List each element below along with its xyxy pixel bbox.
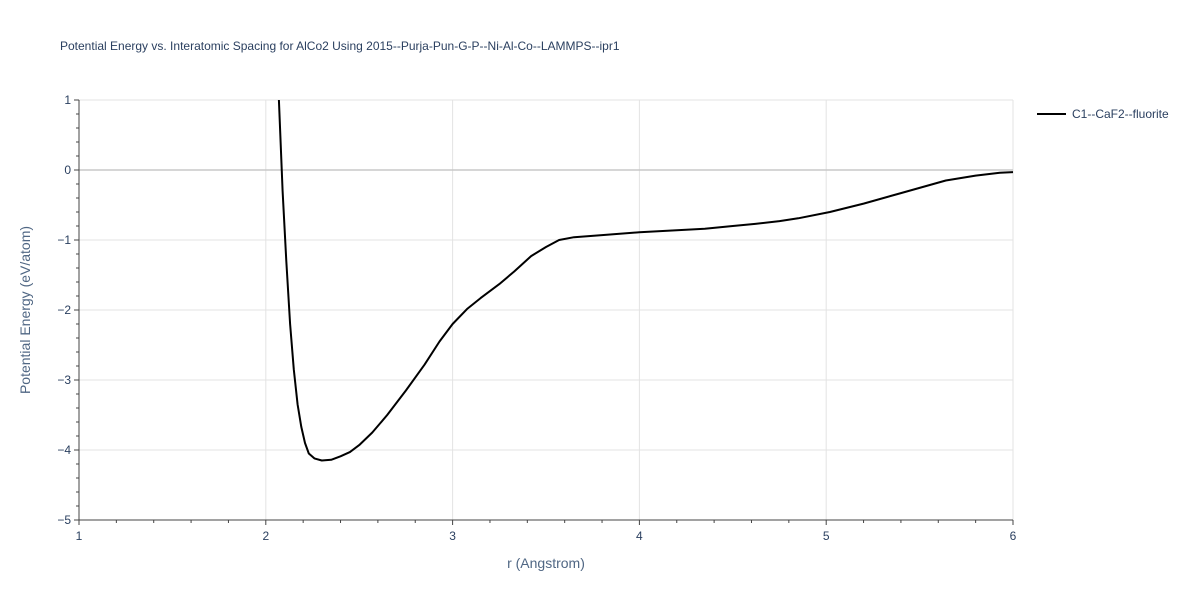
y-tick-label: −1	[57, 233, 71, 247]
y-tick-label: 0	[64, 163, 71, 177]
y-tick-label: −4	[57, 443, 71, 457]
x-tick-label: 3	[449, 529, 456, 543]
x-tick-label: 2	[262, 529, 269, 543]
series-lines	[277, 99, 1014, 462]
y-tick-label: −3	[57, 373, 71, 387]
axes	[74, 99, 1014, 525]
y-tick-label: −2	[57, 303, 71, 317]
series-line[interactable]	[277, 99, 1014, 462]
x-tick-label: 4	[636, 529, 643, 543]
x-axis-title: r (Angstrom)	[507, 555, 585, 571]
legend-label: C1--CaF2--fluorite	[1072, 107, 1169, 121]
x-tick-label: 5	[823, 529, 830, 543]
grid-lines	[79, 99, 1014, 520]
y-tick-label: 1	[64, 93, 71, 107]
y-axis-title: Potential Energy (eV/atom)	[17, 226, 33, 394]
chart-title: Potential Energy vs. Interatomic Spacing…	[60, 39, 620, 53]
y-tick-label: −5	[57, 513, 71, 527]
x-tick-label: 6	[1010, 529, 1017, 543]
y-tick-labels: 1 0 −1 −2 −3 −4 −5	[57, 93, 71, 527]
legend[interactable]: C1--CaF2--fluorite	[1037, 107, 1169, 121]
x-tick-labels: 1 2 3 4 5 6	[76, 529, 1017, 543]
x-tick-label: 1	[76, 529, 83, 543]
